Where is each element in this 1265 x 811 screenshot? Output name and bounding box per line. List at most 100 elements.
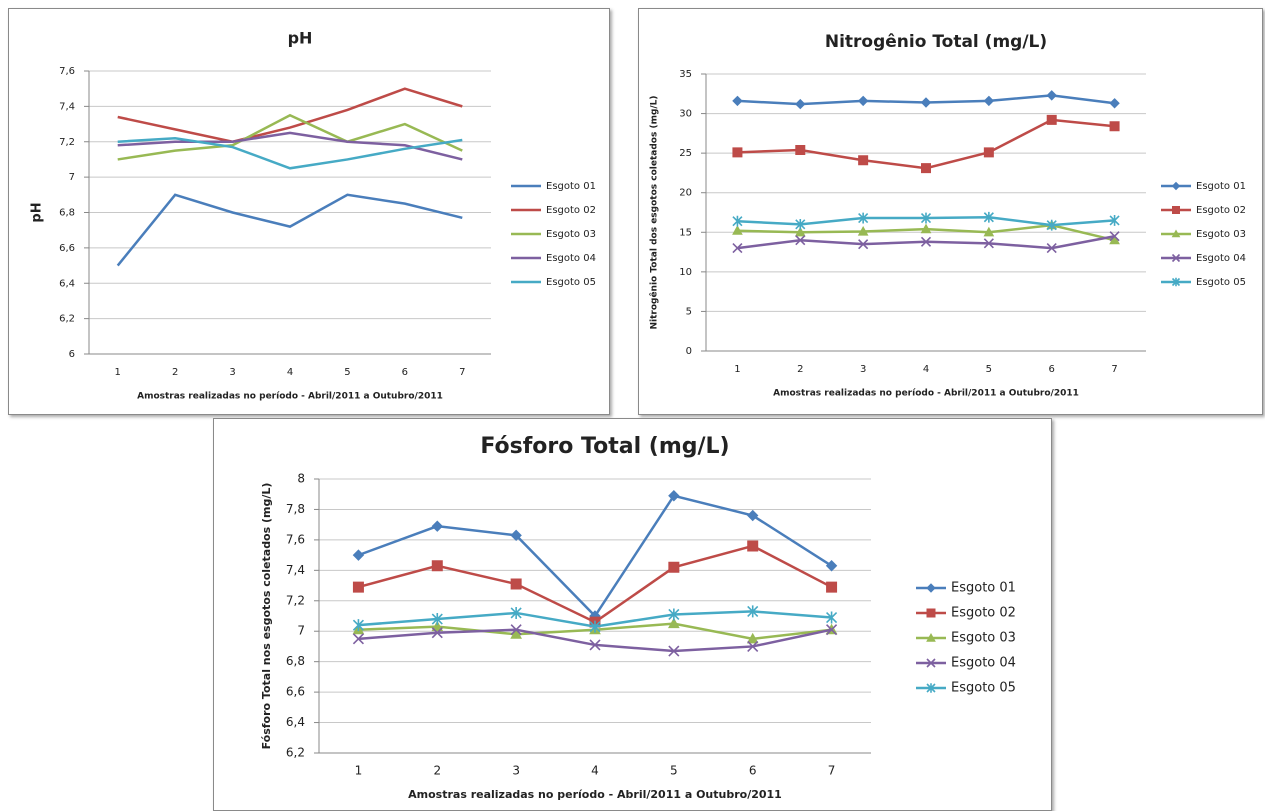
data-point: [747, 540, 759, 552]
chart-title: Nitrogênio Total (mg/L): [825, 32, 1047, 52]
x-tick-label: 7: [459, 367, 465, 378]
data-point: [858, 239, 869, 250]
x-tick-label: 5: [986, 364, 992, 375]
x-tick-label: 2: [172, 367, 178, 378]
data-point: [983, 238, 994, 249]
legend-marker: [1171, 229, 1181, 238]
data-point: [732, 243, 743, 254]
data-point: [510, 529, 522, 542]
chart-panel: Nitrogênio Total (mg/L) 0 5 10 15 20 25 30 35 1 2 3…: [638, 8, 1263, 415]
legend-label: Esgoto 05: [546, 277, 596, 288]
x-tick-label: 3: [860, 364, 866, 375]
y-tick-label: 7,2: [59, 137, 75, 148]
data-point: [510, 628, 522, 639]
data-point: [352, 619, 364, 632]
legend-label: Esgoto 04: [546, 253, 596, 264]
data-point: [795, 235, 806, 246]
legend-label: Esgoto 04: [1196, 253, 1246, 264]
x-tick-label: 3: [512, 764, 520, 778]
legend-label: Esgoto 03: [951, 631, 1016, 646]
y-tick-label: 30: [679, 109, 692, 120]
y-axis-label: pH: [30, 202, 45, 222]
data-point: [1046, 219, 1057, 231]
data-point: [825, 560, 838, 572]
x-tick-label: 5: [344, 367, 350, 378]
data-point: [589, 620, 601, 633]
x-tick-label: 6: [749, 764, 757, 778]
y-tick-label: 7,8: [286, 502, 305, 516]
x-tick-label: 5: [670, 764, 678, 778]
data-point: [983, 226, 995, 237]
y-tick-label: 6,4: [59, 278, 75, 289]
series-line: [116, 193, 463, 267]
y-tick-label: 6,2: [286, 746, 305, 760]
chart-panel: Fósforo Total (mg/L) 6,2 6,4 6,6 6,8 7 7,2 7,4 7…: [213, 418, 1052, 811]
x-tick-label: 6: [402, 367, 408, 378]
data-point: [352, 549, 365, 561]
data-point: [668, 617, 680, 629]
legend-label: Esgoto 02: [951, 606, 1016, 621]
legend-marker: [926, 632, 936, 642]
legend-marker: [1171, 277, 1181, 287]
y-tick-label: 6,8: [286, 654, 305, 668]
data-point: [983, 147, 994, 158]
y-tick-label: 7,2: [286, 593, 305, 607]
x-tick-label: 6: [1049, 364, 1055, 375]
data-point: [747, 509, 759, 522]
data-point: [795, 98, 806, 110]
y-tick-label: 7: [297, 624, 305, 638]
data-point: [732, 147, 743, 158]
series-line: [117, 113, 463, 161]
y-tick-label: 35: [679, 69, 692, 80]
data-point: [1046, 243, 1057, 254]
data-point: [1109, 231, 1120, 242]
data-point: [510, 606, 522, 619]
legend-label: Esgoto 01: [1196, 181, 1246, 192]
data-point: [747, 605, 759, 618]
legend-label: Esgoto 05: [951, 681, 1016, 696]
y-tick-label: 20: [679, 188, 692, 199]
data-point: [858, 155, 869, 166]
data-point: [920, 97, 932, 108]
data-point: [352, 581, 364, 593]
data-point: [352, 633, 364, 645]
y-axis-label: Fósforo Total nos esgotos coletados (mg/…: [260, 483, 273, 750]
legend-marker: [1172, 206, 1180, 214]
x-tick-label: 4: [591, 764, 599, 778]
series-line: [357, 494, 833, 618]
x-tick-label: 1: [115, 367, 121, 378]
y-tick-label: 15: [679, 227, 692, 238]
y-tick-label: 6,8: [59, 208, 75, 219]
x-tick-label: 1: [355, 764, 363, 778]
y-tick-label: 7: [69, 172, 75, 183]
data-point: [668, 645, 680, 657]
data-point: [1109, 121, 1120, 132]
x-tick-label: 4: [923, 364, 929, 375]
data-point: [920, 223, 932, 234]
x-tick-label: 1: [734, 364, 740, 375]
data-point: [920, 236, 932, 247]
chart: pH 6 6,2 6,4 6,6 6,8 7 7,2 7,4 7,6 1 2 3 4 5 6 7 Amostras…: [30, 29, 596, 402]
data-point: [795, 218, 806, 230]
data-point: [746, 632, 759, 644]
legend-label: Esgoto 01: [951, 581, 1016, 596]
x-tick-label: 7: [828, 764, 836, 778]
data-point: [1109, 98, 1120, 109]
series-line: [737, 118, 1115, 170]
x-tick-label: 2: [433, 764, 441, 778]
chart: Fósforo Total (mg/L) 6,2 6,4 6,6 6,8 7 7,2 7,4 7…: [260, 434, 1016, 801]
data-point: [431, 520, 443, 532]
data-point: [826, 611, 838, 624]
y-axis-label: Nitrogênio Total dos esgotos coletados (…: [649, 95, 660, 329]
y-tick-label: 25: [679, 148, 692, 159]
legend-label: Esgoto 01: [546, 181, 596, 192]
y-tick-label: 10: [679, 267, 692, 278]
data-point: [921, 163, 931, 174]
x-tick-label: 2: [797, 364, 803, 375]
data-point: [732, 225, 743, 235]
y-tick-label: 8: [297, 472, 305, 486]
legend-marker: [1171, 181, 1181, 191]
data-point: [668, 608, 680, 621]
